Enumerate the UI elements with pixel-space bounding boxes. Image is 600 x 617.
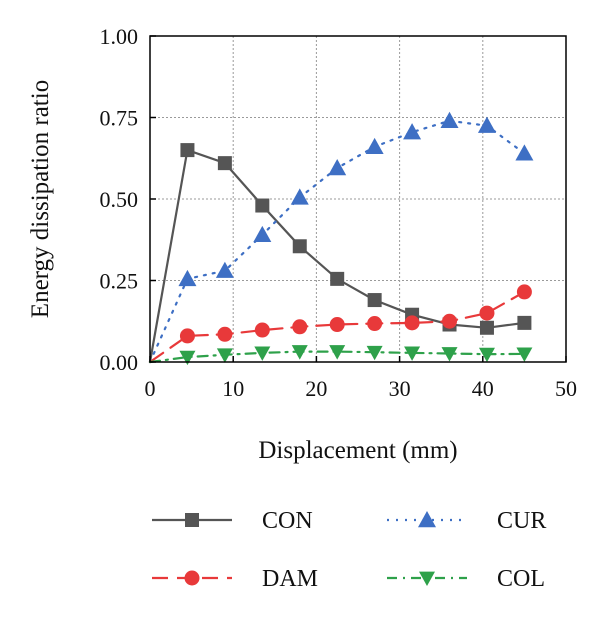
data-point-con — [479, 320, 494, 335]
data-point-col — [478, 347, 495, 363]
x-tick-label: 10 — [222, 376, 244, 401]
y-tick-label: 1.00 — [100, 24, 139, 49]
data-point-col — [516, 347, 533, 362]
data-point-cur — [253, 225, 272, 243]
data-point-cur — [477, 116, 496, 133]
legend-swatch-marker — [419, 571, 435, 586]
data-point-con — [330, 271, 345, 286]
legend-item-dam: DAM — [152, 566, 318, 592]
data-point-col — [216, 348, 233, 363]
data-point-col — [254, 346, 271, 361]
legend-label: COL — [497, 566, 545, 592]
series-cur — [148, 111, 534, 364]
y-tick-label: 0.50 — [100, 187, 139, 212]
data-point-cur — [215, 261, 234, 278]
series-line-col — [148, 350, 526, 364]
legend-swatch-marker — [418, 511, 436, 528]
data-point-col — [291, 345, 308, 360]
data-point-col — [404, 346, 421, 361]
data-point-con — [517, 315, 532, 330]
x-tick-label: 50 — [555, 376, 577, 401]
axis-ticks: 0 10 20 30 40 50 0.00 0.25 0.50 0.75 1.00 — [100, 24, 578, 401]
data-point-cur — [403, 123, 422, 140]
legend-item-cur: CUR — [387, 508, 546, 534]
series-con — [148, 143, 532, 364]
x-tick-label: 30 — [389, 376, 411, 401]
grid — [150, 36, 566, 362]
data-point-dam — [479, 305, 495, 321]
x-tick-label: 40 — [472, 376, 494, 401]
data-point-dam — [292, 319, 308, 335]
data-point-cur — [290, 188, 309, 205]
legend-label: CON — [262, 508, 313, 534]
legend: CON CUR DAM COL — [152, 508, 546, 592]
legend-item-con: CON — [152, 508, 313, 534]
data-point-cur — [328, 159, 347, 176]
data-point-cur — [178, 269, 197, 287]
legend-label: DAM — [262, 566, 318, 592]
y-tick-label: 0.75 — [100, 106, 139, 131]
plot-series — [148, 111, 534, 366]
legend-swatch-marker — [184, 570, 200, 586]
data-point-con — [367, 293, 382, 308]
data-point-con — [217, 156, 232, 171]
data-point-cur — [440, 111, 459, 128]
data-point-dam — [329, 317, 345, 333]
data-point-col — [441, 347, 458, 362]
data-point-con — [292, 239, 307, 254]
data-point-con — [255, 198, 270, 213]
data-point-dam — [254, 322, 270, 338]
data-point-con — [180, 143, 195, 158]
data-point-dam — [179, 328, 195, 344]
y-tick-label: 0.25 — [100, 269, 139, 294]
series-dam — [148, 284, 532, 364]
data-point-dam — [367, 316, 383, 332]
data-point-dam — [217, 326, 233, 342]
x-tick-label: 0 — [145, 376, 156, 401]
data-point-col — [366, 345, 383, 361]
legend-item-col: COL — [387, 566, 545, 592]
x-tick-label: 20 — [305, 376, 327, 401]
y-axis-title: Energy dissipation ratio — [27, 80, 54, 318]
x-axis-title: Displacement (mm) — [258, 437, 457, 464]
y-tick-label: 0.00 — [100, 350, 139, 375]
data-point-dam — [516, 284, 532, 300]
data-point-cur — [515, 144, 534, 161]
data-point-cur — [365, 137, 384, 155]
legend-label: CUR — [497, 508, 546, 534]
data-point-col — [179, 350, 196, 366]
data-point-dam — [442, 313, 458, 329]
series-col — [148, 345, 533, 366]
legend-swatch-marker — [185, 513, 199, 527]
data-point-col — [329, 345, 346, 360]
data-point-dam — [404, 315, 420, 331]
